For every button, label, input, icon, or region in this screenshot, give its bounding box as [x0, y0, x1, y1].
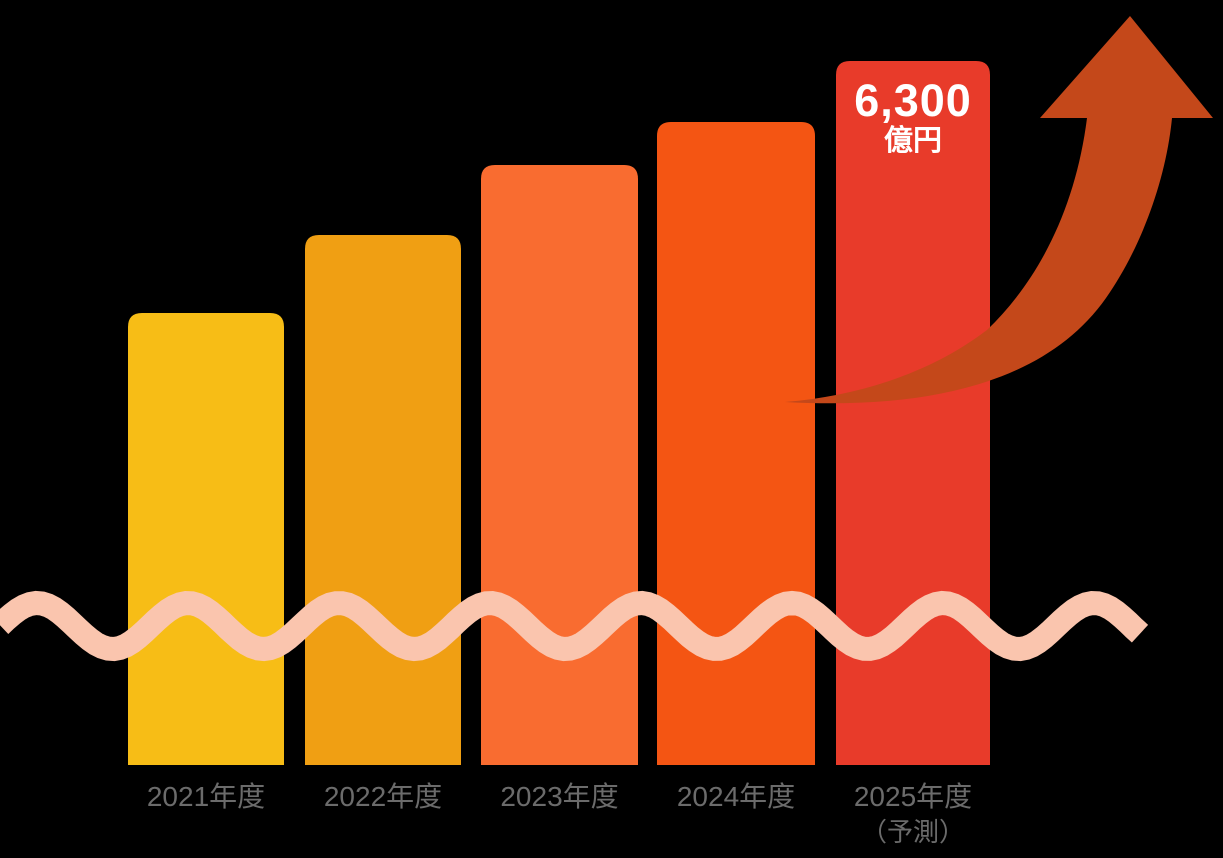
- value-text: 6,300: [854, 75, 972, 126]
- x-label-text: 2022年度: [323, 781, 443, 812]
- x-label-text: 2021年度: [146, 781, 266, 812]
- value-badge: 6,300 億円: [854, 78, 972, 158]
- axis-break-wave: [0, 590, 1149, 662]
- bar-2023: [481, 165, 638, 765]
- x-label-text: 2024年度: [676, 781, 796, 812]
- bar-2024: [657, 122, 815, 765]
- x-label-2025-forecast: 2025年度 （予測）: [854, 781, 972, 848]
- x-label-2021: 2021年度: [147, 781, 265, 813]
- bar-2022: [305, 235, 461, 765]
- bar-2021: [128, 313, 284, 765]
- value-unit: 億円: [883, 125, 942, 157]
- x-label-note: （予測）: [860, 817, 966, 848]
- x-label-text: 2025年度: [853, 781, 973, 812]
- bar-2025-forecast: [836, 61, 990, 765]
- growth-arrow-icon: [785, 16, 1213, 404]
- x-label-2022: 2022年度: [324, 781, 442, 813]
- x-label-2023: 2023年度: [500, 781, 618, 813]
- x-label-2024: 2024年度: [677, 781, 795, 813]
- x-label-text: 2023年度: [500, 781, 619, 812]
